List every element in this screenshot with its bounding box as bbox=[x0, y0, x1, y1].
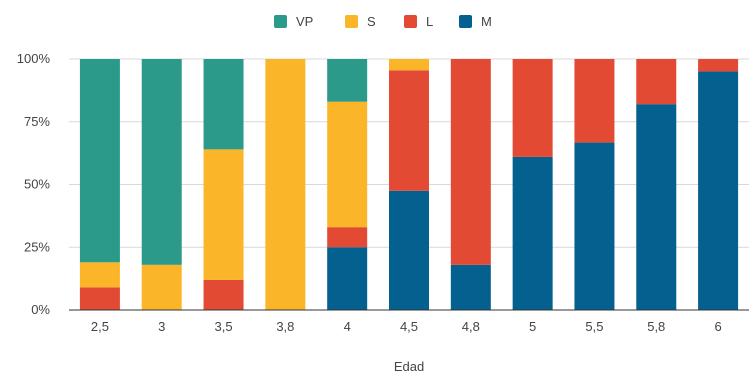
legend-label-l: L bbox=[426, 14, 433, 29]
bar-segment-vp bbox=[79, 59, 120, 263]
bar-segment-vp bbox=[203, 59, 244, 150]
bar-segment-l bbox=[512, 59, 553, 157]
x-tick-label: 6 bbox=[714, 319, 721, 334]
x-tick-label: 5,5 bbox=[585, 319, 603, 334]
y-tick-label: 75% bbox=[24, 114, 50, 129]
bar-segment-vp bbox=[141, 59, 182, 265]
x-tick-label: 3 bbox=[158, 319, 165, 334]
x-tick-label: 4 bbox=[344, 319, 351, 334]
legend-swatch-l bbox=[404, 15, 417, 28]
bar-segment-s bbox=[141, 264, 182, 310]
legend-label-vp: VP bbox=[296, 14, 313, 29]
bar-segment-s bbox=[79, 262, 120, 288]
bar-segment-l bbox=[79, 287, 120, 310]
legend-label-m: M bbox=[481, 14, 492, 29]
bar-segment-l bbox=[698, 59, 739, 72]
bar-segment-m bbox=[389, 190, 429, 310]
x-tick-label: 4,5 bbox=[400, 319, 418, 334]
bar-segment-s bbox=[203, 149, 244, 280]
x-tick-label: 5,8 bbox=[647, 319, 665, 334]
bar-segment-l bbox=[389, 70, 429, 191]
y-axis-ticks: 0% 25% 50% 75% 100% bbox=[17, 51, 51, 317]
x-tick-label: 2,5 bbox=[91, 319, 109, 334]
y-tick-label: 100% bbox=[17, 51, 51, 66]
bar-segment-l bbox=[203, 279, 244, 310]
x-tick-label: 5 bbox=[529, 319, 536, 334]
bars bbox=[79, 59, 739, 311]
y-tick-label: 0% bbox=[31, 302, 50, 317]
legend-swatch-vp bbox=[274, 15, 287, 28]
bar-segment-l bbox=[636, 59, 677, 105]
legend-swatch-s bbox=[345, 15, 358, 28]
bar-segment-s bbox=[265, 59, 306, 310]
x-axis-title: Edad bbox=[394, 359, 424, 373]
bar-segment-s bbox=[389, 59, 429, 71]
bar-segment-m bbox=[574, 142, 615, 310]
legend-label-s: S bbox=[367, 14, 376, 29]
y-tick-label: 25% bbox=[24, 239, 50, 254]
bar-segment-l bbox=[450, 59, 491, 265]
bar-segment-m bbox=[327, 247, 368, 310]
bar-segment-m bbox=[636, 104, 677, 311]
x-axis-ticks: 2,5 3 3,5 3,8 4 4,5 4,8 5 5,5 5,8 6 bbox=[91, 319, 722, 334]
x-tick-label: 4,8 bbox=[462, 319, 480, 334]
legend: VP S L M bbox=[274, 14, 492, 29]
bar-segment-l bbox=[574, 59, 615, 143]
bar-segment-vp bbox=[327, 59, 368, 102]
x-tick-label: 3,5 bbox=[215, 319, 233, 334]
bar-segment-m bbox=[698, 71, 739, 310]
legend-swatch-m bbox=[459, 15, 472, 28]
bar-segment-l bbox=[327, 227, 368, 248]
y-tick-label: 50% bbox=[24, 177, 50, 192]
bar-segment-s bbox=[327, 101, 368, 228]
x-tick-label: 3,8 bbox=[276, 319, 294, 334]
bar-segment-m bbox=[512, 156, 553, 310]
bar-segment-m bbox=[450, 264, 491, 310]
